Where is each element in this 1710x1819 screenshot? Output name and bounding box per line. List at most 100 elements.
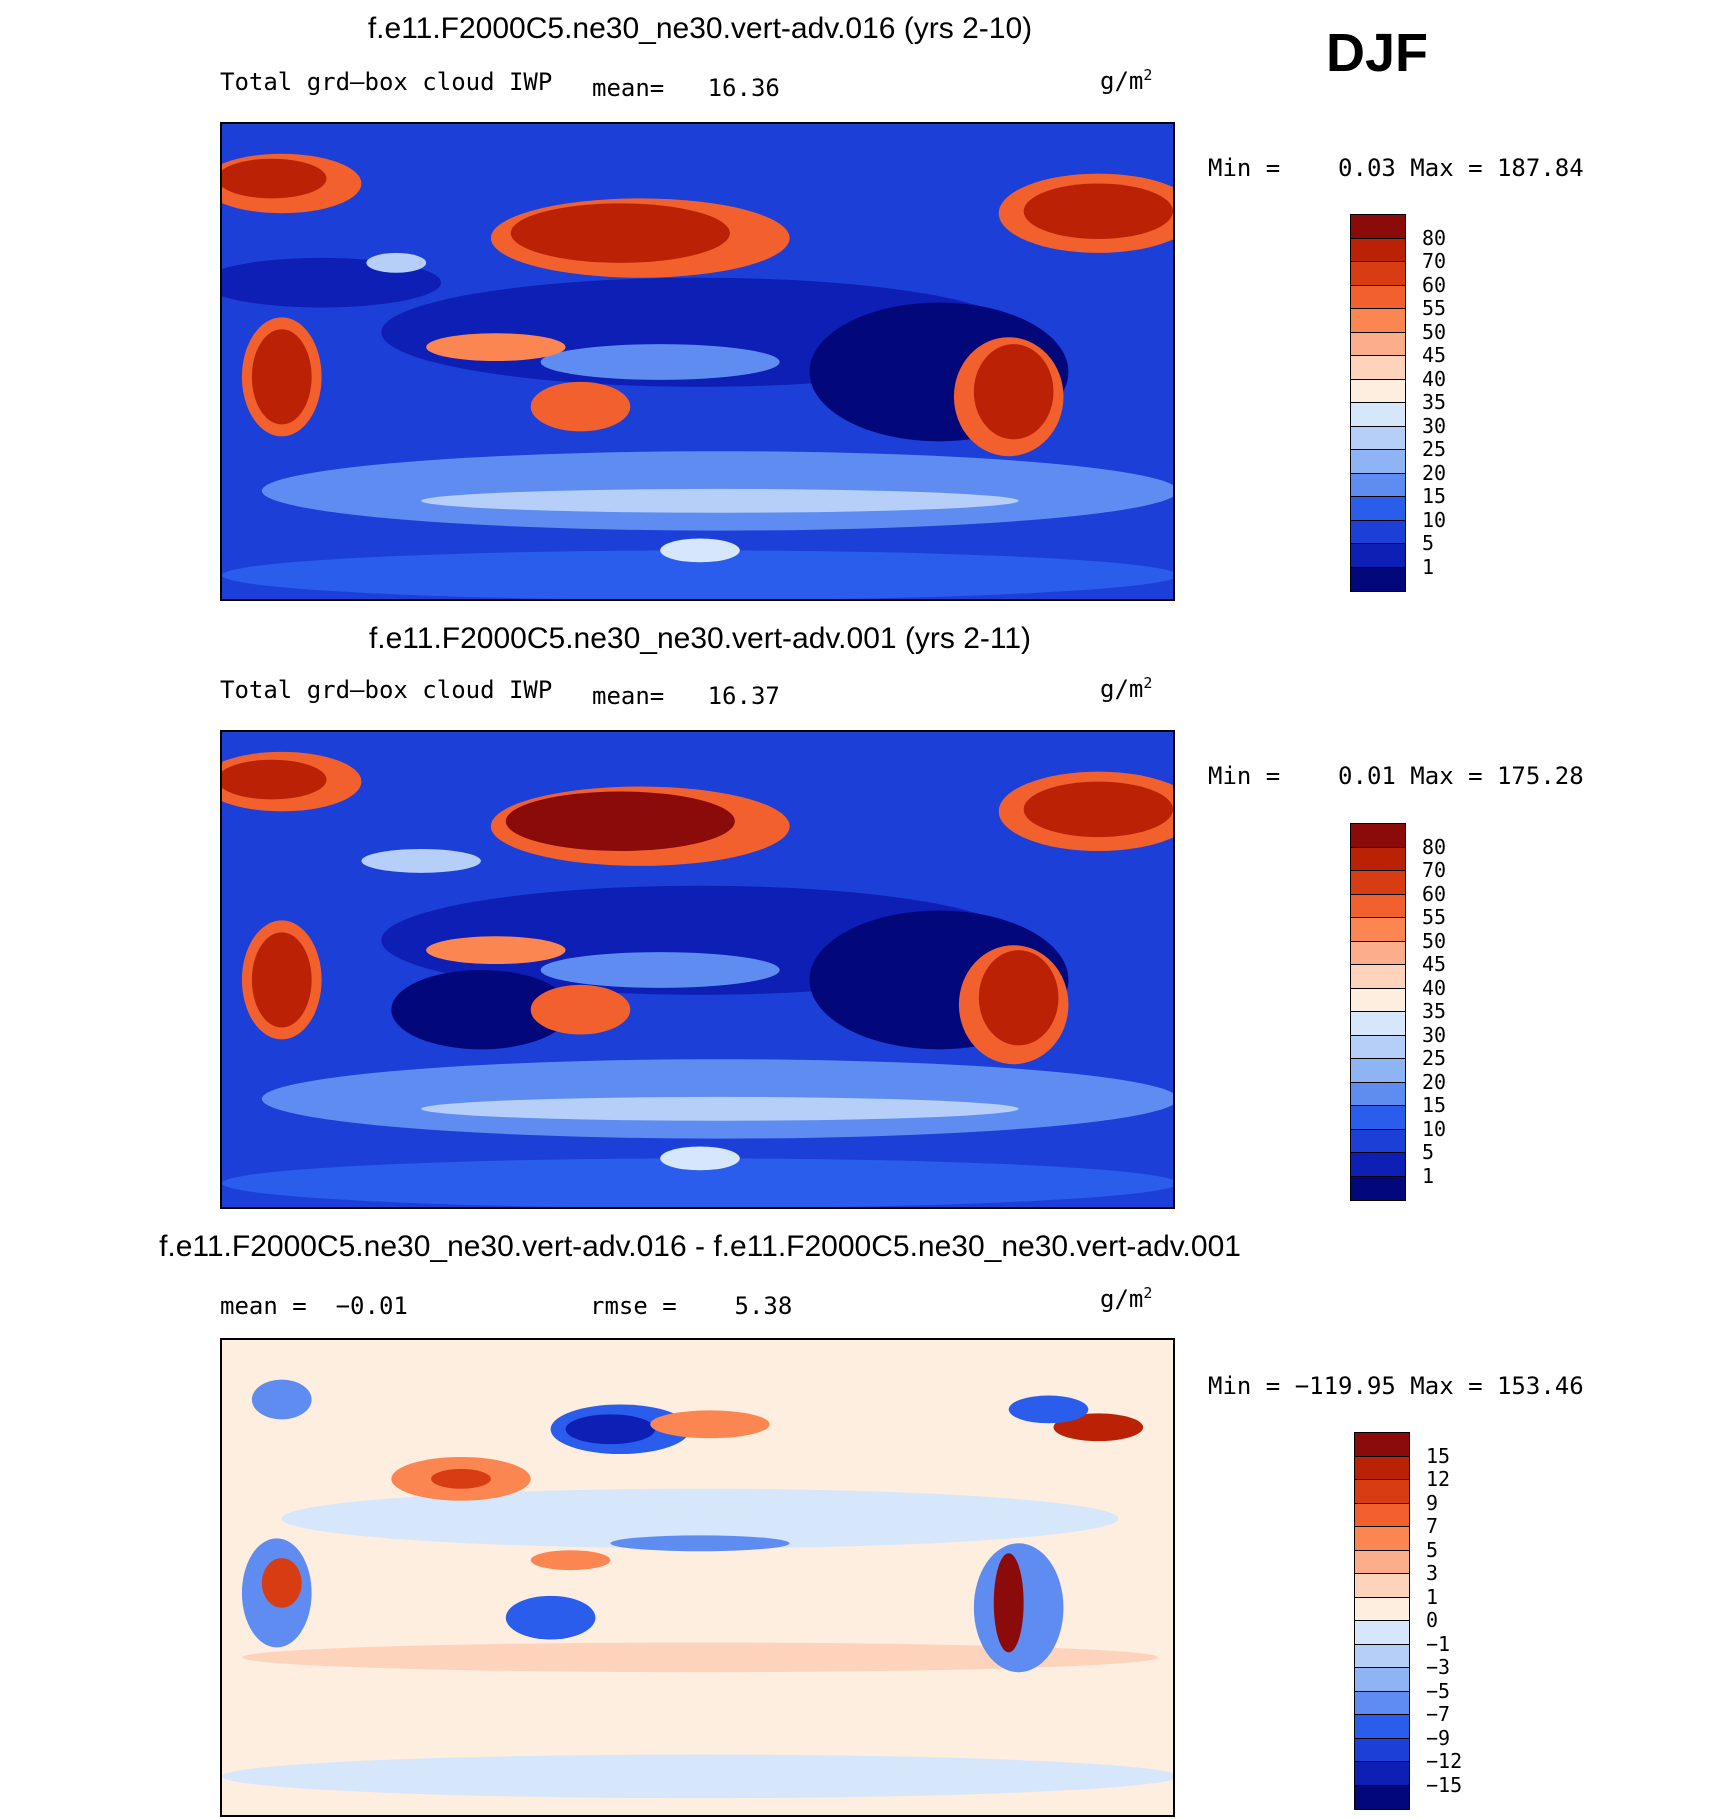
panel3-colorbar-tick-label: 15: [1426, 1443, 1451, 1468]
panel1-colorbar-tick-label: 10: [1422, 507, 1447, 532]
panel2-colorbar-swatch: [1351, 1176, 1405, 1200]
panel3-colorbar-tick-label: −9: [1426, 1725, 1451, 1750]
panel3-colorbar-tick-label: 0: [1426, 1608, 1439, 1632]
panel1-heatmap: [222, 124, 1173, 599]
panel3-colorbar-tick-label: −3: [1426, 1655, 1451, 1679]
panel2-colorbar-tick-label: 55: [1422, 905, 1447, 929]
panel2-mean: mean= 16.37: [592, 682, 780, 710]
panel3-colorbar-swatch: [1355, 1785, 1409, 1809]
panel3-colorbar-swatch: [1355, 1456, 1409, 1480]
panel2-colorbar-tick-label: 15: [1422, 1093, 1447, 1117]
panel2-colorbar-box: [1350, 823, 1406, 1201]
panel3-mean: mean = −0.01: [220, 1292, 408, 1320]
panel1-colorbar-swatch: [1351, 473, 1405, 497]
panel3-colorbar-tick-label: 7: [1426, 1514, 1439, 1538]
panel2-colorbar-swatch: [1351, 1035, 1405, 1059]
panel1-colorbar-tick-label: 20: [1422, 460, 1447, 485]
panel1-colorbar-tick-label: 1: [1422, 554, 1435, 579]
panel2-colorbar-swatch: [1351, 847, 1405, 871]
panel3-colorbar-swatch: [1355, 1644, 1409, 1668]
panel3-colorbar-swatch: [1355, 1503, 1409, 1527]
panel2-title: f.e11.F2000C5.ne30_ne30.vert-adv.001 (yr…: [368, 622, 1032, 655]
panel2-colorbar-swatch: [1351, 1059, 1405, 1083]
panel3-colorbar-swatch: [1355, 1574, 1409, 1598]
panel2-colorbar-tick-label: 70: [1422, 858, 1447, 882]
panel1-colorbar-swatch: [1351, 285, 1405, 309]
panel1-colorbar-tick-label: 5: [1422, 531, 1435, 555]
panel3-colorbar-swatch: [1355, 1762, 1409, 1786]
panel1-colorbar-swatch: [1351, 497, 1405, 521]
panel3-map: [220, 1338, 1175, 1817]
panel1-colorbar-tick-label: 30: [1422, 413, 1447, 438]
panel3-colorbar-tick-label: 3: [1426, 1561, 1439, 1585]
panel3-colorbar-swatch: [1355, 1691, 1409, 1715]
panel3-colorbar-tick-label: 5: [1426, 1537, 1439, 1562]
panel3-colorbar-tick-label: 12: [1426, 1467, 1451, 1491]
panel2-minmax: Min = 0.01 Max = 175.28: [1208, 762, 1584, 790]
panel3-colorbar-tick-label: −1: [1426, 1631, 1451, 1656]
panel1-map: [220, 122, 1175, 601]
panel1-colorbar-tick-label: 55: [1422, 296, 1447, 320]
panel3-colorbar-swatch: [1355, 1621, 1409, 1645]
panel3-colorbar-swatch: [1355, 1433, 1409, 1457]
panel2-colorbar-tick-label: 25: [1422, 1046, 1447, 1070]
panel1-colorbar-swatch: [1351, 567, 1405, 591]
panel2-colorbar-swatch: [1351, 1106, 1405, 1130]
panel1-minmax: Min = 0.03 Max = 187.84: [1208, 154, 1584, 182]
panel2-colorbar-swatch: [1351, 941, 1405, 965]
panel1-colorbar-swatch: [1351, 426, 1405, 450]
panel1-colorbar-tick-label: 45: [1422, 343, 1447, 367]
panel2-colorbar-swatch: [1351, 894, 1405, 918]
panel2-colorbar-tick-label: 80: [1422, 834, 1447, 859]
panel2-colorbar-tick-label: 60: [1422, 881, 1447, 906]
panel1-colorbar-box: [1350, 214, 1406, 592]
panel3-colorbar-box: [1354, 1432, 1410, 1810]
panel2-colorbar-swatch: [1351, 918, 1405, 942]
panel3-colorbar-swatch: [1355, 1668, 1409, 1692]
panel1-colorbar-swatch: [1351, 262, 1405, 286]
panel3-colorbar-tick-label: −15: [1426, 1772, 1463, 1797]
panel2-colorbar-swatch: [1351, 1153, 1405, 1177]
panel1-colorbar-swatch: [1351, 379, 1405, 403]
panel2-colorbar-tick-label: 5: [1422, 1140, 1435, 1164]
panel1-colorbar-tick-label: 15: [1422, 484, 1447, 508]
panel2-variable-label: Total grd–box cloud IWP: [220, 676, 553, 704]
season-label: DJF: [1326, 23, 1429, 83]
panel3-colorbar-swatch: [1355, 1715, 1409, 1739]
panel2-colorbar-swatch: [1351, 988, 1405, 1012]
panel1-colorbar-tick-label: 60: [1422, 272, 1447, 297]
panel3-colorbar-swatch: [1355, 1738, 1409, 1762]
panel1-colorbar-tick-label: 40: [1422, 366, 1447, 391]
panel1-colorbar-swatch: [1351, 215, 1405, 239]
panel3-colorbar-swatch: [1355, 1480, 1409, 1504]
panel1-colorbar-swatch: [1351, 309, 1405, 333]
panel2-colorbar-swatch: [1351, 824, 1405, 848]
panel1-colorbar: 80 70 60 55 50 45 40 35 30 25 20 15 10 5 1: [1350, 214, 1446, 592]
panel1-colorbar-swatch: [1351, 450, 1405, 474]
panel2-colorbar-tick-label: 10: [1422, 1116, 1447, 1141]
panel1-colorbar-swatch: [1351, 403, 1405, 427]
panel3-units: g/m2: [1100, 1284, 1153, 1313]
panel1-colorbar-tick-label: 35: [1422, 390, 1447, 414]
panel2-colorbar-swatch: [1351, 1082, 1405, 1106]
panel3-colorbar-swatch: [1355, 1527, 1409, 1551]
panel2-colorbar-tick-label: 1: [1422, 1163, 1435, 1188]
panel1-colorbar-tick-label: 70: [1422, 249, 1447, 273]
panel3-colorbar-tick-label: −7: [1426, 1702, 1451, 1726]
panel2-colorbar-swatch: [1351, 1012, 1405, 1036]
panel1-colorbar-swatch: [1351, 332, 1405, 356]
panel3-rmse: rmse = 5.38: [590, 1292, 793, 1320]
panel1-colorbar-swatch: [1351, 544, 1405, 568]
panel1-variable-label: Total grd–box cloud IWP: [220, 68, 553, 96]
panel1-mean: mean= 16.36: [592, 74, 780, 102]
panel1-colorbar-swatch: [1351, 520, 1405, 544]
panel3-title: f.e11.F2000C5.ne30_ne30.vert-adv.016 - f…: [159, 1230, 1241, 1263]
panel3-colorbar: 15 12 9 7 5 3 1 0 −1 −3 −5 −7 −9 −12 −15: [1354, 1432, 1462, 1810]
panel1-colorbar-tick-label: 25: [1422, 437, 1447, 461]
panel2-colorbar-tick-label: 35: [1422, 999, 1447, 1023]
panel1-colorbar-swatch: [1351, 238, 1405, 262]
panel2-heatmap: [222, 732, 1173, 1207]
panel2-colorbar: 80 70 60 55 50 45 40 35 30 25 20 15 10 5 1: [1350, 823, 1446, 1201]
panel3-colorbar-tick-label: −12: [1426, 1749, 1463, 1773]
panel1-colorbar-tick-label: 50: [1422, 319, 1447, 344]
